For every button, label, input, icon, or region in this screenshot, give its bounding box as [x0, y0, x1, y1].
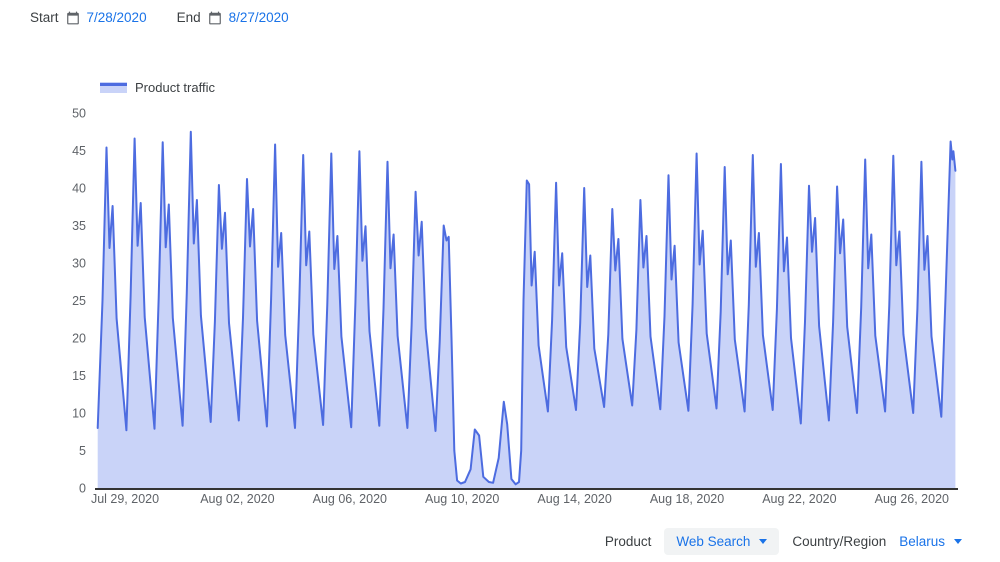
start-date-field: Start 7/28/2020	[30, 10, 147, 25]
y-tick-label: 50	[72, 107, 86, 121]
x-tick-label: Jul 29, 2020	[91, 492, 159, 506]
traffic-area	[97, 131, 956, 489]
x-tick-label: Aug 06, 2020	[313, 492, 387, 506]
start-date-button[interactable]: 7/28/2020	[86, 10, 147, 25]
calendar-icon	[208, 11, 222, 25]
y-tick-label: 35	[72, 219, 86, 233]
product-dropdown[interactable]: Web Search	[664, 527, 780, 555]
x-tick-label: Aug 14, 2020	[537, 492, 611, 506]
end-date-field: End 8/27/2020	[177, 10, 289, 25]
traffic-line	[96, 130, 957, 486]
legend-label: Product traffic	[135, 80, 215, 95]
x-tick-label: Aug 18, 2020	[650, 492, 724, 506]
x-tick-label: Aug 22, 2020	[762, 492, 836, 506]
region-dropdown[interactable]: Belarus	[899, 534, 962, 549]
end-label: End	[176, 10, 201, 25]
legend-swatch-icon	[100, 82, 127, 93]
product-value: Web Search	[676, 533, 751, 549]
product-label: Product	[604, 533, 652, 549]
y-tick-label: 45	[72, 144, 86, 158]
traffic-chart[interactable]: 0 5 10 15 20 25 30 35 40 45 50 Jul 29, 2020 Aug 02, …	[60, 100, 990, 512]
y-tick-label: 25	[72, 294, 86, 308]
chevron-down-icon	[954, 538, 962, 544]
y-tick-label: 15	[72, 369, 86, 383]
x-tick-label: Aug 10, 2020	[425, 492, 499, 506]
region-label: Country/Region	[792, 533, 887, 549]
x-tick-label: Aug 02, 2020	[200, 492, 274, 506]
start-label: Start	[30, 10, 59, 25]
region-value: Belarus	[899, 533, 945, 549]
y-tick-label: 5	[79, 444, 86, 458]
end-date-button[interactable]: 8/27/2020	[228, 10, 289, 25]
date-range-bar: Start 7/28/2020 End 8/27/2020	[30, 10, 289, 25]
y-tick-label: 20	[72, 332, 86, 346]
calendar-icon	[66, 11, 80, 25]
y-tick-label: 10	[72, 407, 86, 421]
y-tick-label: 30	[72, 257, 86, 271]
chart-legend: Product traffic	[100, 80, 215, 95]
x-tick-label: Aug 26, 2020	[875, 492, 949, 506]
y-tick-label: 0	[79, 482, 86, 496]
chevron-down-icon	[759, 538, 768, 544]
filter-controls: Product Web Search Country/Region Belaru…	[605, 527, 962, 555]
y-tick-label: 40	[72, 182, 86, 196]
